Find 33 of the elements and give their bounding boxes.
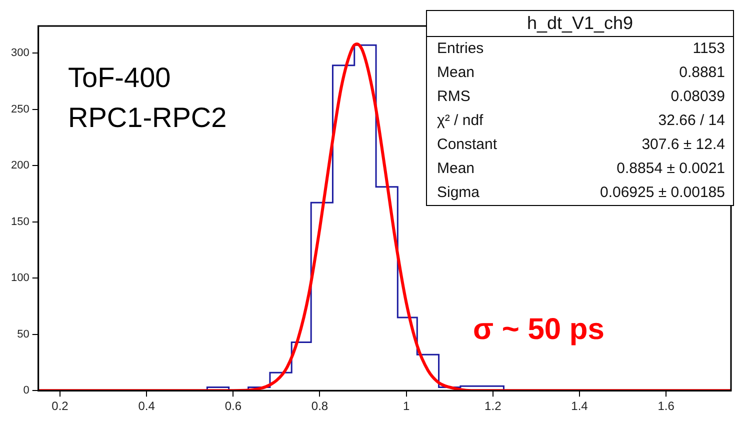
annotation: RMS [437,88,470,105]
annotation: 0.08039 [670,88,725,105]
y-tick-label: 100 [10,272,30,284]
annotation: RPC1-RPC2 [68,101,227,135]
annotation: Constant [437,136,498,153]
y-tick-label: 50 [17,328,30,340]
y-tick-label: 0 [23,384,30,397]
annotation: 1153 [692,40,725,57]
x-tick-label: 1.4 [571,399,588,414]
y-tick-label: 250 [10,103,30,116]
x-tick-label: 0.4 [138,399,156,414]
x-tick-label: 1 [402,399,410,414]
annotation: σ ~ 50 ps [473,313,604,347]
annotation: 0.06925 ± 0.00185 [600,184,725,201]
chart-title: h_dt_V1_ch9 [427,11,733,37]
y-tick-label: 150 [10,216,30,228]
annotation: Mean [437,160,475,177]
annotation: 32.66 / 14 [658,112,725,129]
annotation: χ² / ndf [437,112,484,129]
annotation: Sigma [437,184,480,201]
x-tick-label: 0.8 [311,399,328,414]
x-tick-label: 0.6 [224,399,242,414]
annotation: 0.8881 [679,64,725,81]
x-tick-label: 1.2 [484,399,502,414]
annotation: Entries [437,40,484,57]
annotation: 307.6 ± 12.4 [642,136,725,153]
y-tick-label: 300 [10,47,30,60]
annotation: ToF-400 [68,61,172,95]
x-tick-label: 1.6 [658,399,675,414]
y-tick-label: 200 [10,160,30,172]
annotation: Mean [437,64,475,81]
x-tick-label: 0.2 [52,399,69,414]
annotation: 0.8854 ± 0.0021 [616,160,725,177]
